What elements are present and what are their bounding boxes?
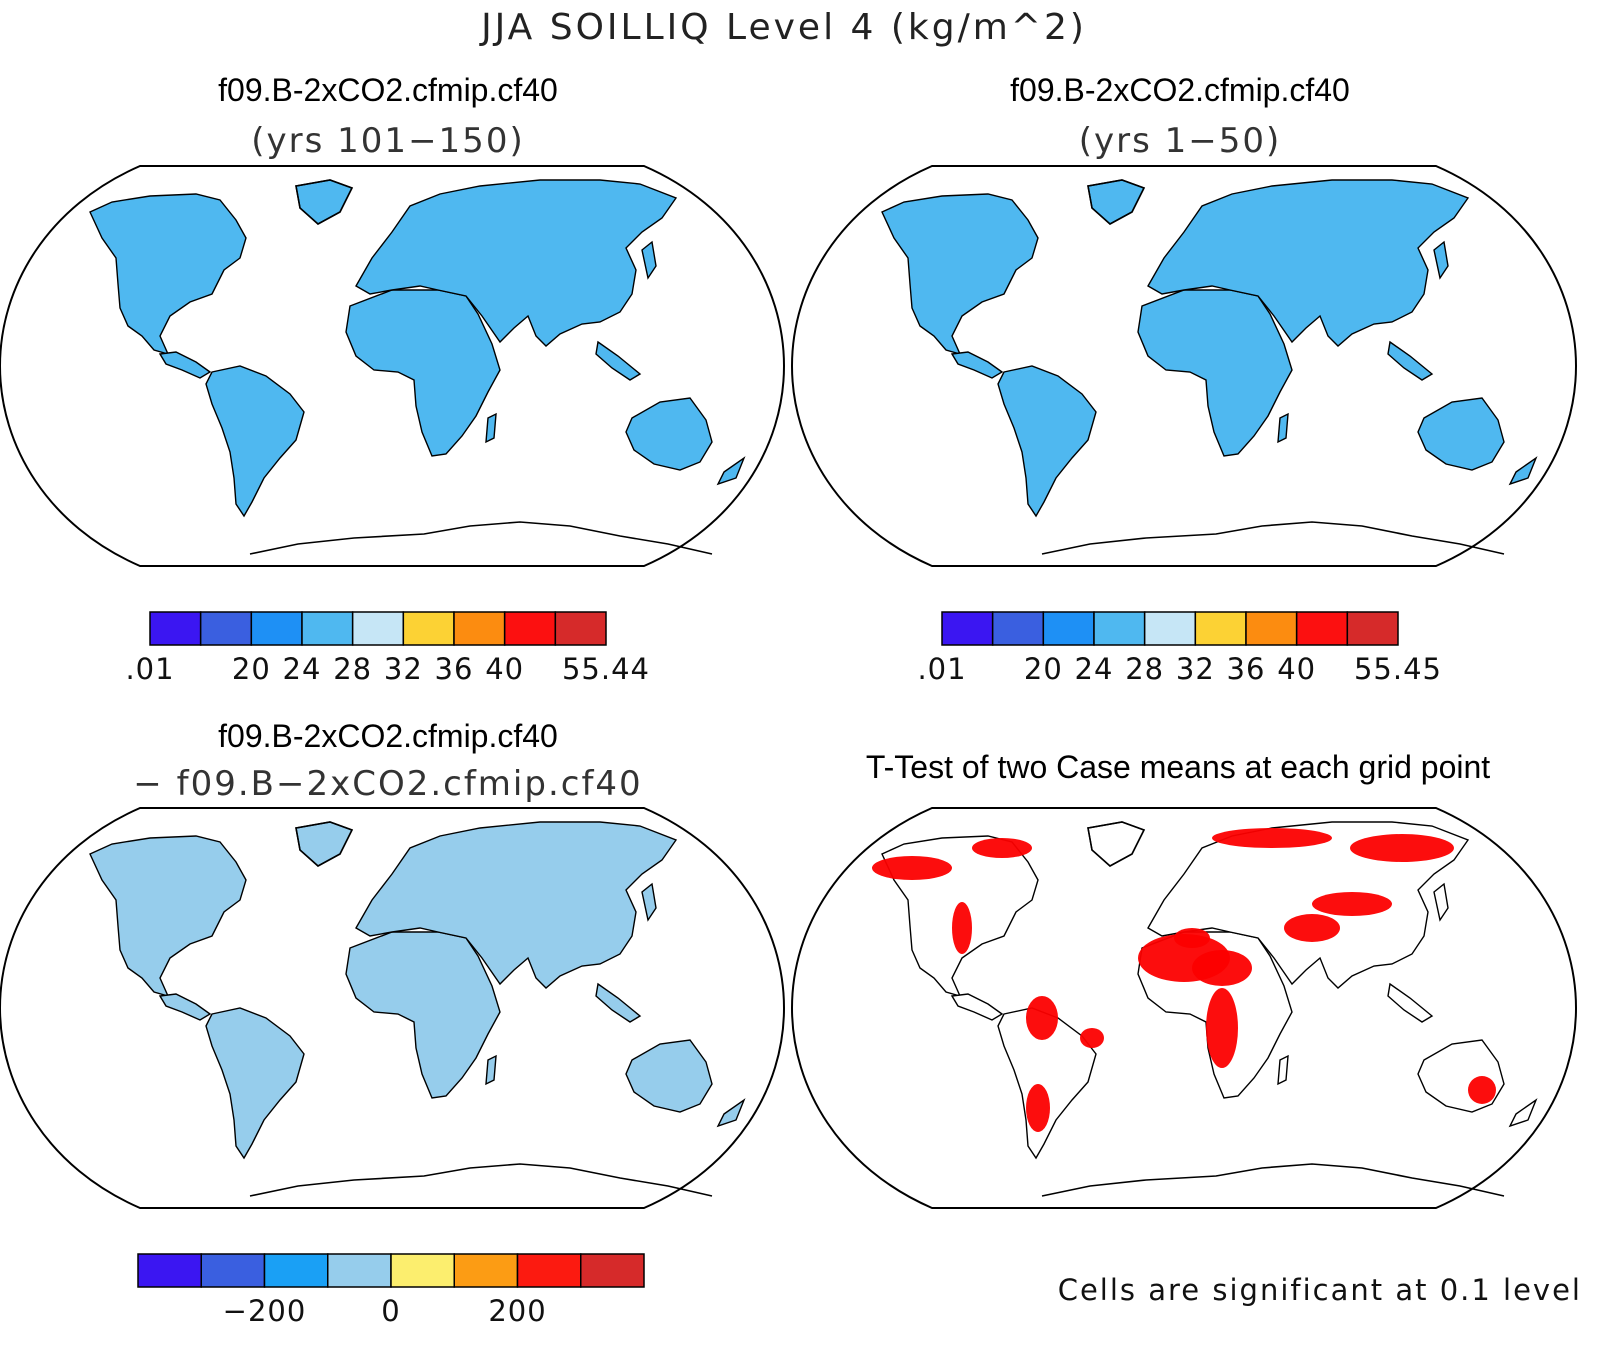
- colorbar-swatch: [991, 611, 1045, 646]
- figure-title: JJA SOILLIQ Level 4 (kg/m^2): [479, 7, 1087, 48]
- significant-cell-cluster: [1206, 988, 1238, 1068]
- colorbar-tick-label: 0: [381, 1294, 400, 1328]
- panel-top-left: f09.B-2xCO2.cfmip.cf40 (yrs 101−150) .01…: [0, 72, 786, 686]
- colorbar-tick-label: 200: [488, 1294, 546, 1328]
- colorbar-tick-label: 36: [435, 652, 474, 686]
- panel-subtitle: (yrs 1−50): [1079, 121, 1282, 161]
- panel-title: f09.B-2xCO2.cfmip.cf40: [1010, 72, 1350, 108]
- significant-cell-cluster: [1350, 834, 1454, 862]
- significant-cell-cluster: [1026, 996, 1058, 1040]
- colorbar-swatch: [199, 611, 253, 646]
- panel-title: f09.B-2xCO2.cfmip.cf40: [218, 718, 558, 754]
- significant-cell-cluster: [1080, 1028, 1104, 1048]
- colorbar-swatch: [1194, 611, 1247, 646]
- colorbar-tick-label: 55.45: [1354, 652, 1442, 686]
- colorbar-tick-label: 24: [283, 652, 322, 686]
- colorbar-swatch: [554, 611, 607, 646]
- colorbar-tick-label: 32: [1176, 652, 1215, 686]
- significant-cells: [872, 828, 1496, 1132]
- colorbar-swatch: [250, 611, 303, 646]
- colorbar-swatch: [301, 611, 354, 646]
- significant-cell-cluster: [972, 838, 1032, 858]
- significant-cell-cluster: [1026, 1084, 1050, 1132]
- colorbar-swatch: [327, 1253, 392, 1288]
- colorbar-swatch: [1143, 611, 1197, 646]
- significant-cell-cluster: [1284, 914, 1340, 942]
- colorbar-swatch: [1093, 611, 1146, 646]
- significant-cell-cluster: [1468, 1076, 1496, 1104]
- colorbar: .01 20 24 28 32 36 40 55.45: [917, 611, 1442, 686]
- colorbar-swatch: [137, 1253, 202, 1288]
- colorbar-swatch: [1042, 611, 1095, 646]
- panel-subtitle: − f09.B−2xCO2.cfmip.cf40: [133, 764, 642, 804]
- significant-cell-cluster: [1174, 928, 1210, 948]
- colorbar-tick-label: 40: [1277, 652, 1316, 686]
- colorbar-swatch: [453, 1253, 519, 1288]
- colorbar-swatch: [390, 1253, 455, 1288]
- colorbar-swatch: [263, 1253, 329, 1288]
- panel-bottom-left: f09.B-2xCO2.cfmip.cf40 − f09.B−2xCO2.cfm…: [0, 718, 786, 1328]
- panel-title: T-Test of two Case means at each grid po…: [866, 749, 1490, 785]
- colorbar-tick-label: 20: [1024, 652, 1063, 686]
- colorbar-swatch: [453, 611, 506, 646]
- significant-cell-cluster: [872, 856, 952, 880]
- panel-title: f09.B-2xCO2.cfmip.cf40: [218, 72, 558, 108]
- significant-cell-cluster: [1312, 892, 1392, 916]
- colorbar: −200 0 200: [137, 1253, 645, 1328]
- colorbar-tick-label: .01: [917, 652, 966, 686]
- colorbar-tick-label: 40: [485, 652, 524, 686]
- colorbar-swatch: [1346, 611, 1399, 646]
- colorbar-swatch: [503, 611, 557, 646]
- panel-top-right: f09.B-2xCO2.cfmip.cf40 (yrs 1−50) .01 20 2…: [790, 72, 1578, 686]
- colorbar-tick-label: 36: [1227, 652, 1266, 686]
- colorbar: .01 20 24 28 32 36 40 55.44: [125, 611, 650, 686]
- colorbar-swatch: [351, 611, 405, 646]
- colorbar-swatch: [402, 611, 455, 646]
- colorbar-tick-label: 55.44: [562, 652, 650, 686]
- colorbar-tick-label: −200: [223, 1294, 307, 1328]
- colorbar-swatch: [1295, 611, 1349, 646]
- colorbar-tick-label: 32: [384, 652, 423, 686]
- colorbar-swatch: [200, 1253, 266, 1288]
- colorbar-tick-label: .01: [125, 652, 174, 686]
- significance-note: Cells are significant at 0.1 level: [1058, 1273, 1582, 1307]
- panel-subtitle: (yrs 101−150): [251, 121, 524, 161]
- colorbar-tick-label: 24: [1075, 652, 1114, 686]
- panel-bottom-right: T-Test of two Case means at each grid po…: [790, 749, 1582, 1307]
- colorbar-swatch: [1245, 611, 1298, 646]
- colorbar-swatch: [149, 611, 202, 646]
- significant-cell-cluster: [1192, 950, 1252, 986]
- colorbar-swatch: [516, 1253, 582, 1288]
- colorbar-swatch: [941, 611, 994, 646]
- colorbar-tick-label: 28: [333, 652, 372, 686]
- colorbar-swatch: [580, 1253, 645, 1288]
- significant-cell-cluster: [952, 902, 972, 954]
- significant-cell-cluster: [1212, 828, 1332, 848]
- colorbar-tick-label: 20: [232, 652, 271, 686]
- colorbar-tick-label: 28: [1125, 652, 1164, 686]
